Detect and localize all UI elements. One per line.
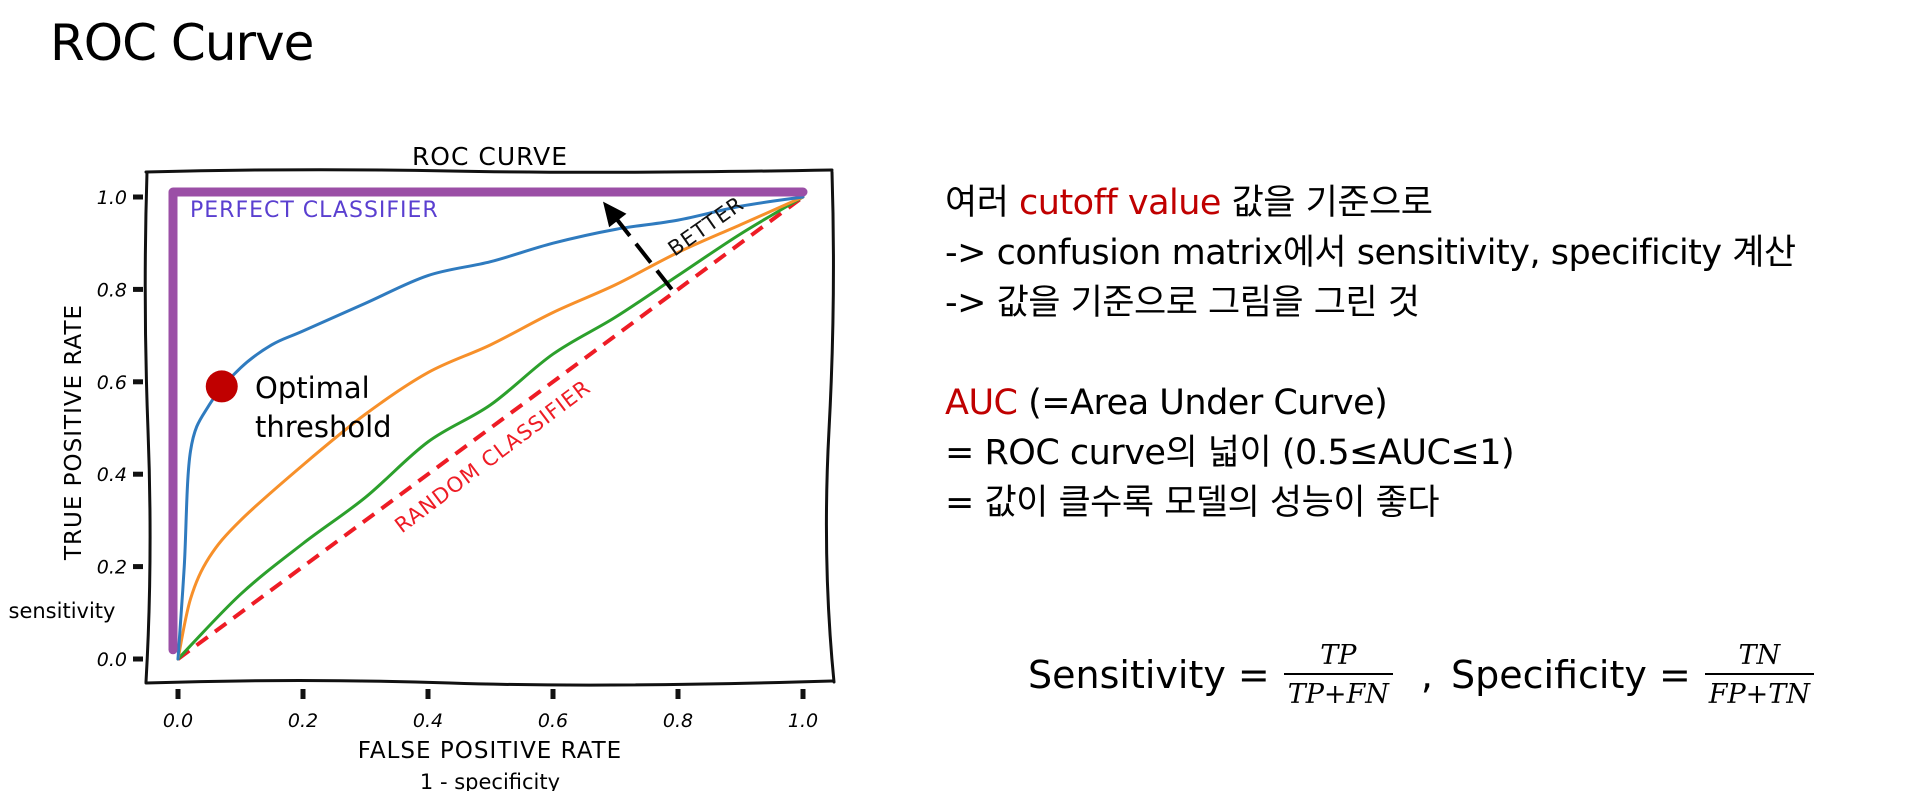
chart-title: ROC CURVE (412, 142, 568, 171)
specificity-label: Specificity = (1451, 653, 1691, 697)
x-tick-label: 1.0 (788, 710, 818, 732)
x-tick-label: 0.6 (538, 710, 568, 732)
auc-line-2: = ROC curve의 넓이 (0.5≤AUC≤1) (945, 433, 1515, 473)
x-tick-label: 0.8 (663, 710, 693, 732)
x-axis-label: FALSE POSITIVE RATE (358, 738, 622, 764)
y-tick-label: 1.0 (97, 187, 127, 209)
formula-separator: , (1420, 653, 1434, 697)
notes-line-1-prefix: 여러 (945, 183, 1020, 223)
x-tick-label: 0.2 (288, 710, 318, 732)
chart-frame (143, 168, 836, 687)
optimal-threshold-label-2: threshold (255, 410, 392, 444)
series-perfect-classifier (168, 187, 808, 655)
y-axis-label: TRUE POSITIVE RATE (61, 304, 87, 561)
specificity-fraction: TN FP+TN (1704, 640, 1814, 710)
sensitivity-label: Sensitivity = (1028, 653, 1270, 697)
chart-annotations (205, 201, 674, 403)
notes-line-1-suffix: 값을 기준으로 (1220, 183, 1433, 223)
series-random-classifier (176, 195, 805, 661)
notes-line-1: 여러 cutoff value 값을 기준으로 (945, 178, 1796, 228)
optimal-threshold-marker (205, 370, 238, 403)
axis-ticks: 0.0 0.2 0.4 0.6 0.8 1.0 0.0 0.2 0.4 0.6 0.8 1.0 (97, 187, 818, 732)
sensitivity-denominator: TP+FN (1283, 673, 1393, 710)
series-model-a-blue (176, 195, 805, 661)
chart-series (168, 187, 808, 661)
sensitivity-numerator: TP (1320, 640, 1357, 671)
y-tick-label: 0.8 (97, 279, 127, 301)
y-tick-label: 0.4 (97, 464, 127, 486)
slide-title: ROC Curve (50, 14, 314, 72)
y-axis-note: sensitivity (9, 599, 116, 623)
perfect-classifier-label: PERFECT CLASSIFIER (190, 198, 439, 223)
explanation-notes: 여러 cutoff value 값을 기준으로 -> confusion mat… (945, 178, 1796, 528)
x-axis-note: 1 - specificity (420, 770, 560, 791)
auc-definition: (=Area Under Curve) (1017, 383, 1388, 423)
random-classifier-label: RANDOM CLASSIFIER (390, 375, 595, 538)
series-model-b-orange (176, 195, 805, 661)
notes-spacer (945, 328, 1796, 378)
specificity-numerator: TN (1738, 640, 1781, 671)
x-tick-label: 0.4 (413, 710, 443, 732)
notes-line-3: -> 값을 기준으로 그림을 그린 것 (945, 283, 1420, 323)
auc-highlight: AUC (945, 383, 1018, 423)
auc-line-1: AUC (=Area Under Curve) (945, 378, 1796, 428)
x-tick-label: 0.0 (163, 710, 193, 732)
auc-line-3: = 값이 클수록 모델의 성능이 좋다 (945, 483, 1440, 523)
better-arrow-shaft (609, 210, 674, 291)
notes-line-2: -> confusion matrix에서 sensitivity, speci… (945, 233, 1796, 273)
formula-row: Sensitivity = TP TP+FN , Specificity = T… (1028, 640, 1828, 710)
optimal-threshold-label-1: Optimal (255, 371, 370, 405)
sensitivity-fraction: TP TP+FN (1283, 640, 1393, 710)
roc-chart: 0.0 0.2 0.4 0.6 0.8 1.0 0.0 0.2 0.4 0.6 0.8 1.0 ROC… (9, 142, 836, 791)
better-arrow-head-icon (603, 201, 627, 228)
series-model-c-green (176, 195, 805, 661)
specificity-denominator: FP+TN (1704, 673, 1814, 710)
y-tick-label: 0.2 (97, 557, 127, 579)
y-tick-label: 0.0 (97, 649, 127, 671)
cutoff-value-highlight: cutoff value (1019, 183, 1221, 223)
y-tick-label: 0.6 (97, 372, 127, 394)
